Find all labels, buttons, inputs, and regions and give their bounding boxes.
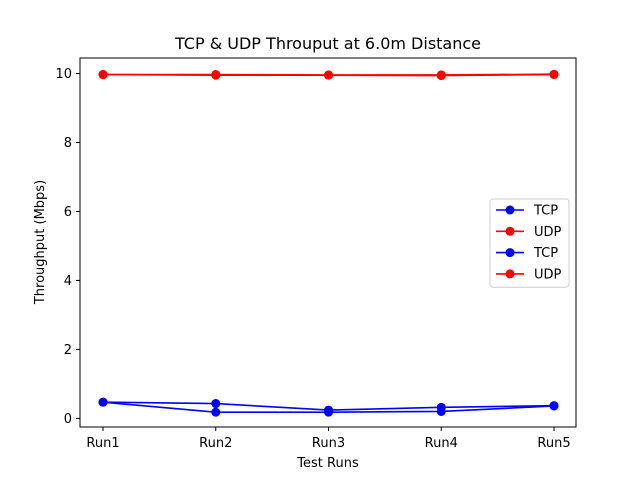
y-tick-label: 0 [64, 412, 72, 427]
data-point [324, 70, 333, 80]
data-point [549, 401, 559, 411]
x-axis: Run1 Run2 Run3 Run4 Run5 [86, 427, 571, 451]
legend: TCP UDP TCP UDP [489, 198, 570, 288]
legend-item: TCP [496, 204, 558, 219]
legend-item: TCP [496, 246, 558, 261]
series-tcp-3 [98, 397, 559, 417]
y-tick-label: 6 [64, 205, 72, 220]
data-point [211, 407, 221, 417]
y-tick-label: 4 [64, 274, 72, 289]
y-tick-label: 8 [64, 136, 72, 151]
x-tick-label: Run3 [312, 436, 345, 451]
series-udp-4 [98, 70, 559, 81]
data-point [211, 70, 221, 80]
x-tick-label: Run1 [86, 436, 119, 451]
data-point [98, 397, 108, 407]
data-point [324, 407, 333, 417]
y-axis-label: Throughput (Mbps) [33, 180, 48, 305]
series-layer [98, 69, 559, 417]
x-axis-label: Test Runs [296, 456, 359, 471]
legend-label: TCP [533, 246, 558, 261]
legend-label: TCP [533, 204, 558, 219]
data-point [211, 399, 221, 409]
data-point [98, 70, 108, 80]
data-point [549, 70, 559, 80]
legend-item: UDP [496, 267, 562, 282]
y-axis: 0 2 4 6 8 10 [55, 67, 80, 427]
legend-marker [505, 205, 515, 215]
y-tick-label: 2 [64, 343, 72, 358]
legend-marker [505, 248, 515, 258]
x-tick-label: Run4 [425, 436, 458, 451]
legend-label: UDP [534, 225, 562, 240]
data-point [436, 406, 446, 416]
legend-box [489, 198, 570, 288]
x-tick-label: Run2 [199, 436, 232, 451]
chart-title: TCP & UDP Throuput at 6.0m Distance [174, 34, 481, 53]
x-tick-label: Run5 [537, 436, 570, 451]
legend-marker [505, 226, 515, 236]
legend-label: UDP [534, 267, 562, 282]
legend-item: UDP [496, 225, 562, 240]
data-point [436, 71, 446, 81]
legend-marker [505, 269, 515, 279]
y-tick-label: 10 [55, 67, 72, 82]
